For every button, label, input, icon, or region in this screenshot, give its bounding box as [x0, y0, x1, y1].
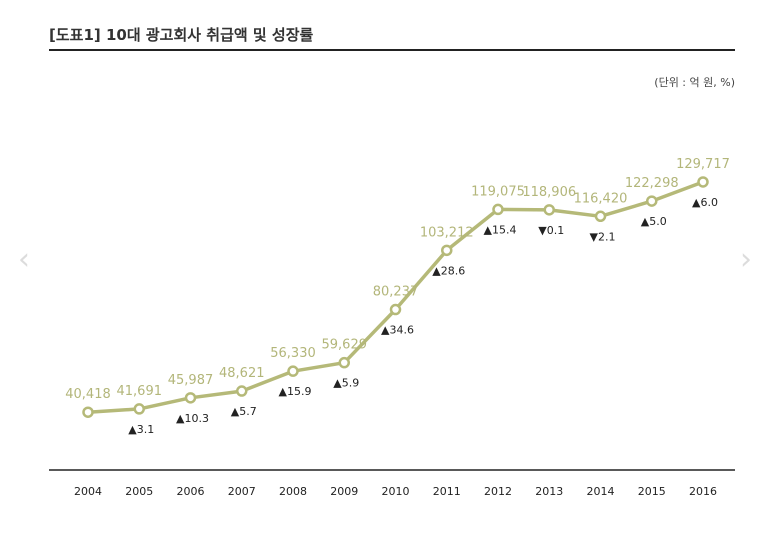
data-point	[236, 385, 248, 397]
title-rule	[49, 49, 735, 51]
growth-rate-label: ▲15.4	[484, 223, 517, 236]
data-point	[594, 210, 607, 223]
data-point	[697, 176, 709, 188]
growth-rate-label: ▲15.9	[279, 385, 312, 398]
x-tick-label: 2014	[587, 485, 615, 498]
data-value-label: 119,075	[471, 184, 525, 199]
data-point	[389, 303, 402, 316]
data-point	[184, 392, 197, 404]
x-tick-label: 2008	[279, 485, 307, 498]
growth-rate-label: ▲5.9	[333, 377, 359, 390]
data-value-label: 118,906	[522, 185, 576, 200]
data-value-label: 56,330	[270, 346, 316, 361]
data-point	[441, 244, 453, 257]
data-value-label: 41,691	[117, 384, 163, 399]
growth-rate-label: ▲34.6	[381, 324, 414, 337]
x-tick-label: 2004	[74, 485, 102, 498]
growth-rate-label: ▲6.0	[692, 196, 718, 209]
growth-rate-label: ▲5.7	[231, 405, 257, 418]
data-point	[133, 403, 145, 415]
x-tick-label: 2013	[535, 485, 563, 498]
data-value-label: 48,621	[219, 366, 265, 381]
x-tick-label: 2006	[177, 485, 205, 498]
data-point	[82, 406, 94, 418]
unit-label: (단위 : 억 원, %)	[654, 76, 735, 89]
growth-rate-label: ▲5.0	[641, 215, 667, 228]
x-tick-label: 2012	[484, 485, 512, 498]
data-point	[287, 365, 299, 377]
growth-rate-label: ▲10.3	[176, 412, 209, 425]
growth-rate-label: ▲3.1	[128, 423, 154, 436]
x-tick-label: 2007	[228, 485, 256, 498]
chart-title: [도표1] 10대 광고회사 취급액 및 성장률	[49, 26, 314, 44]
data-value-label: 45,987	[168, 373, 214, 388]
chevron-left-icon[interactable]: ‹	[18, 242, 30, 277]
data-value-label: 129,717	[676, 157, 730, 172]
data-point	[646, 195, 658, 207]
data-point	[338, 356, 350, 369]
growth-rate-label: ▼2.1	[590, 230, 616, 243]
x-tick-label: 2010	[382, 485, 410, 498]
data-value-label: 103,212	[420, 225, 474, 240]
x-tick-label: 2005	[125, 485, 153, 498]
x-tick-label: 2016	[689, 485, 717, 498]
data-point	[492, 203, 504, 216]
growth-rate-label: ▼0.1	[538, 224, 564, 237]
growth-rate-label: ▲28.6	[432, 264, 465, 277]
data-value-label: 116,420	[574, 191, 628, 206]
data-value-label: 122,298	[625, 176, 679, 191]
data-value-label: 40,418	[65, 387, 111, 402]
chevron-right-icon[interactable]: ›	[740, 242, 752, 277]
x-tick-label: 2015	[638, 485, 666, 498]
x-tick-label: 2011	[433, 485, 461, 498]
data-value-label: 80,237	[373, 285, 419, 300]
data-value-label: 59,629	[322, 338, 368, 353]
x-tick-label: 2009	[330, 485, 358, 498]
data-point	[543, 204, 555, 216]
